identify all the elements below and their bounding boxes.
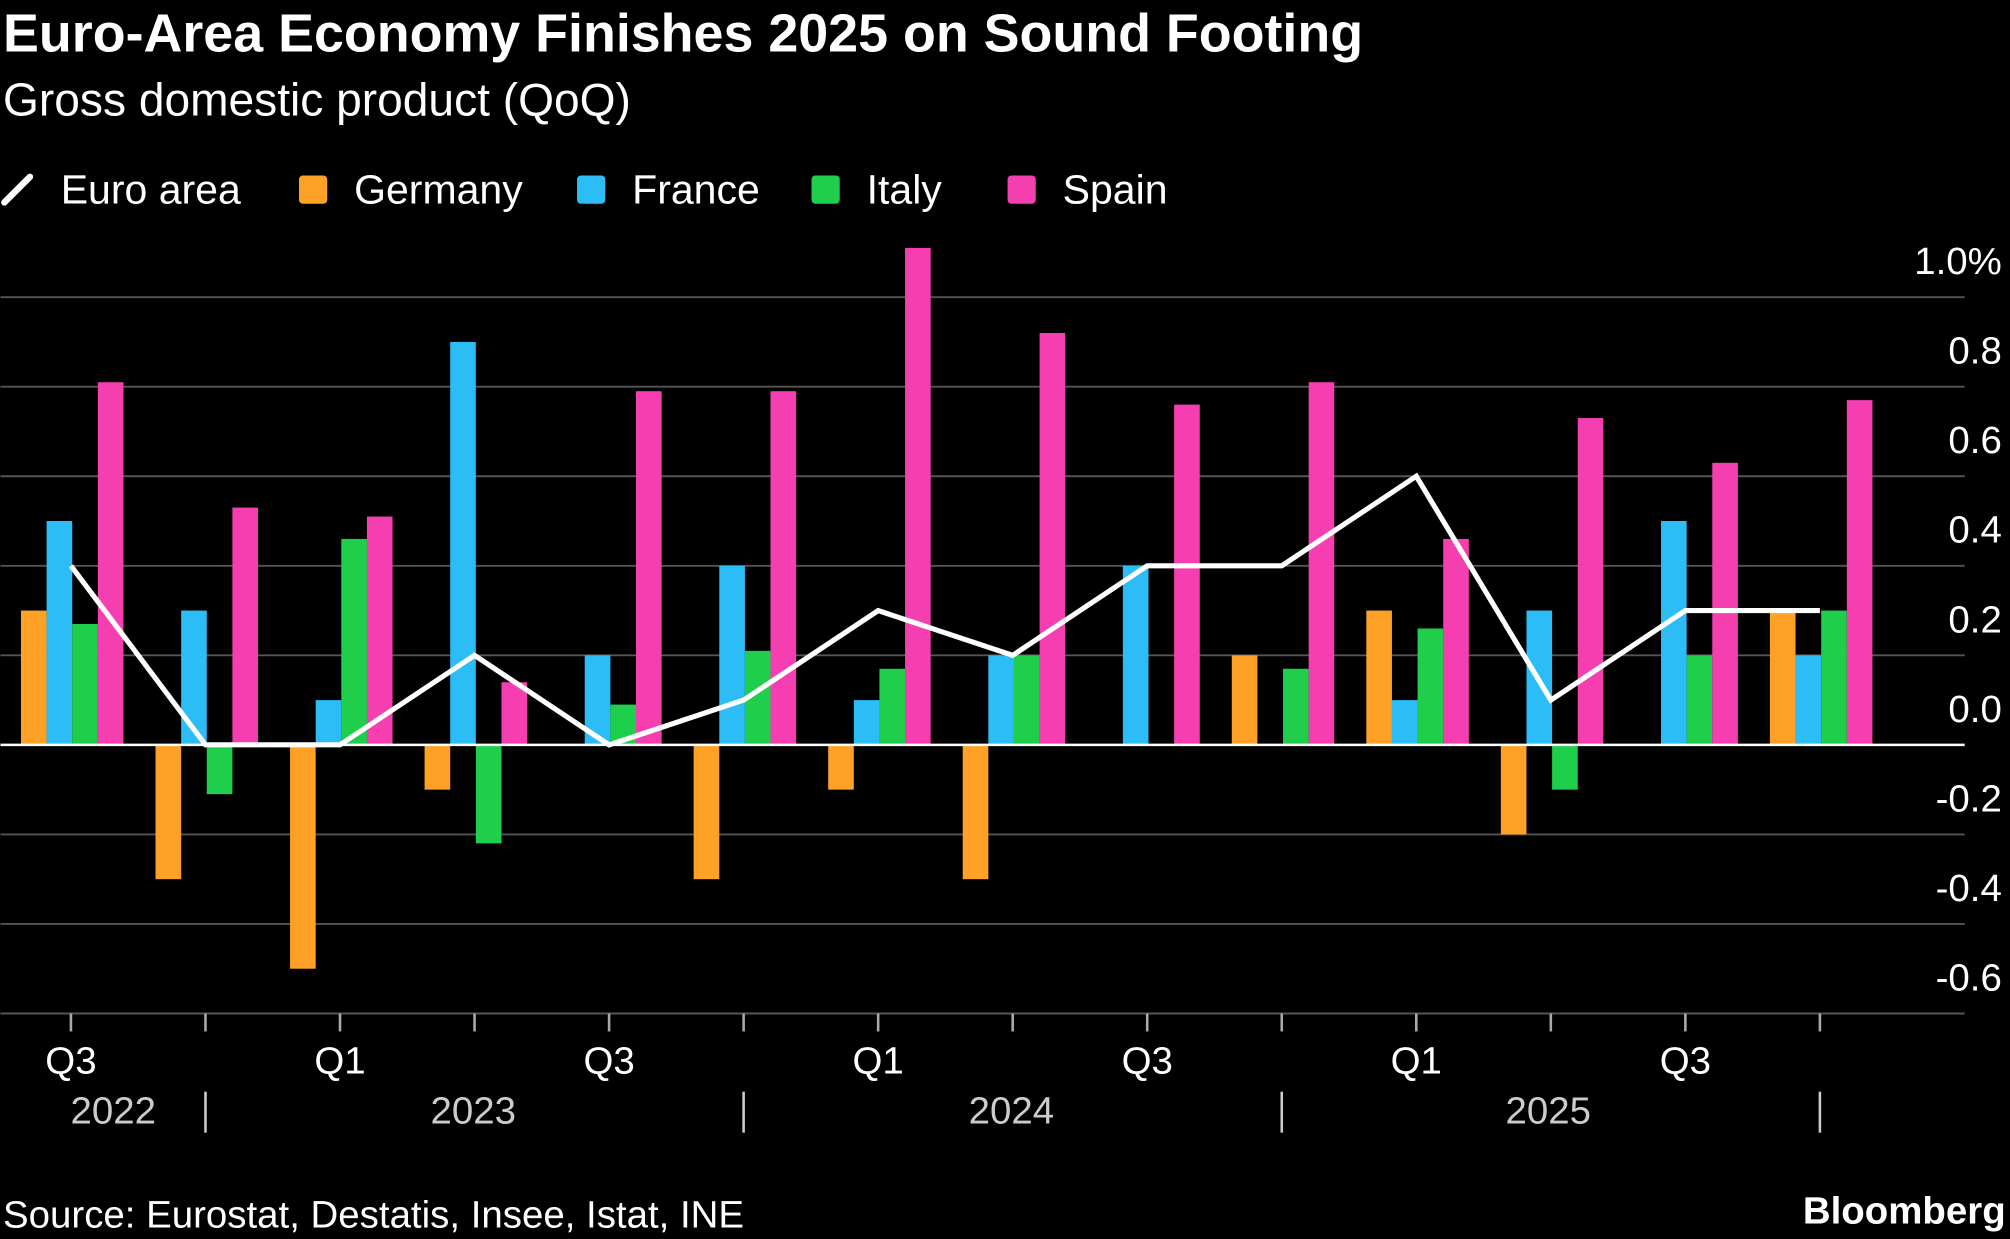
bar [1686,655,1713,745]
x-tick-label: Q1 [853,1040,904,1083]
bar [424,744,451,790]
bar [1417,628,1444,745]
x-tick-label: Q1 [314,1040,365,1083]
bar [1661,521,1687,745]
bar [1795,655,1822,745]
year-label: 2025 [1506,1090,1591,1133]
year-label: 2022 [70,1090,155,1133]
bar [719,565,745,745]
bar [155,744,182,880]
chart-subtitle: Gross domestic product (QoQ) [3,73,631,125]
bar [853,700,880,745]
bar [1308,382,1335,745]
bar [635,391,662,745]
bar [1013,655,1040,745]
bar [501,682,528,745]
bar [905,247,931,745]
legend-label: Spain [1063,167,1168,213]
year-label: 2023 [431,1090,516,1133]
bar [181,610,207,745]
y-tick-label: -0.4 [1936,867,2002,910]
y-tick-label: -0.6 [1936,956,2002,999]
bar [1391,700,1418,745]
bar [20,610,47,745]
source: Source: Eurostat, Destatis, Insee, Istat… [3,1193,744,1236]
bar [988,655,1014,745]
chart-title: Euro-Area Economy Finishes 2025 on Sound… [3,3,1363,63]
bar [97,382,124,745]
y-tick-label: 1.0% [1914,240,2002,283]
legend-icon [299,175,328,204]
bar [475,744,502,844]
bar [450,341,476,745]
bar [46,521,73,745]
legend-label: Germany [354,167,523,213]
bar [1443,538,1469,745]
bar [1712,462,1738,745]
bar [232,507,259,745]
legend-icon [1,173,34,206]
bar [1174,404,1200,745]
bar [72,623,98,745]
legend-label: Euro area [61,167,241,213]
bar [828,744,854,790]
bar [1769,610,1796,745]
y-tick-label: -0.2 [1936,777,2002,820]
legend-icon [811,175,840,204]
bar [341,538,367,745]
bar [1122,565,1149,745]
y-tick-label: 0.6 [1948,419,2001,462]
bar [366,516,393,745]
x-tick-label: Q3 [45,1040,96,1083]
legend-icon [1007,175,1036,204]
branding: Bloomberg [1803,1190,2006,1233]
y-tick-label: 0.4 [1948,509,2001,552]
year-label: 2024 [969,1090,1054,1133]
bar [879,668,906,745]
bar [1552,744,1578,790]
bar [693,744,720,880]
bar [1366,610,1392,745]
legend-label: France [632,167,760,213]
bar [206,744,233,795]
x-tick-label: Q3 [583,1040,634,1083]
bar [1846,400,1873,745]
bar [315,700,342,745]
legend-icon [577,175,606,204]
y-tick-label: 0.2 [1948,598,2001,641]
y-tick-label: 0.8 [1948,330,2001,373]
bar [1500,744,1527,835]
bar [1039,332,1066,745]
bar [1231,655,1258,745]
legend-label: Italy [867,167,943,213]
x-tick-label: Q1 [1391,1040,1442,1083]
bar [290,744,316,969]
bar [1577,418,1604,745]
bar [1821,610,1847,745]
line-series [68,472,1820,748]
bar [770,391,797,745]
x-tick-label: Q3 [1660,1040,1711,1083]
y-tick-label: 0.0 [1948,688,2001,731]
bar [962,744,989,880]
x-tick-label: Q3 [1122,1040,1173,1083]
bar [1283,668,1309,745]
